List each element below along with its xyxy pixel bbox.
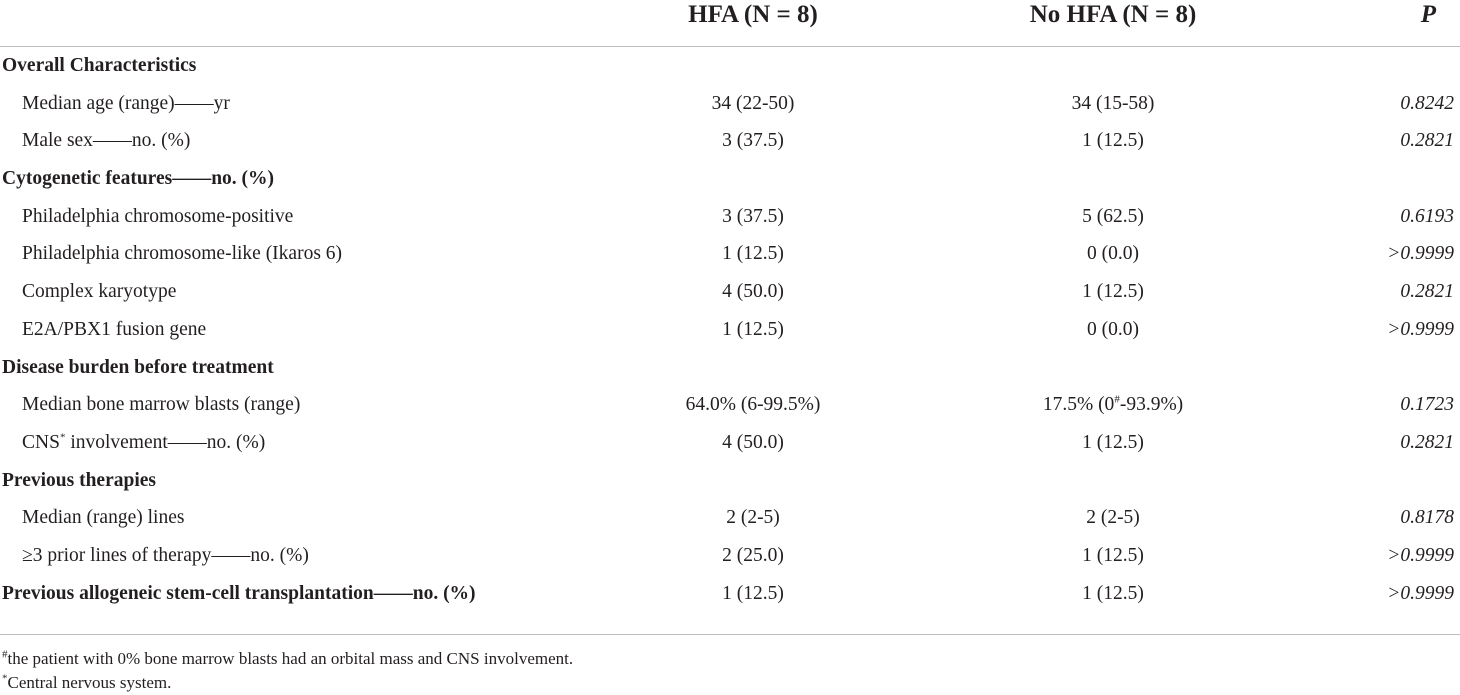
no-hfa-value: 1 (12.5) [1082, 544, 1144, 566]
footnote-mark-asterisk: * [2, 672, 8, 685]
footnotes: #the patient with 0% bone marrow blasts … [2, 647, 573, 695]
p-value: >0.9999 [1387, 582, 1454, 604]
hfa-value: 2 (2-5) [726, 507, 780, 529]
section-row-cytogenetic: Cytogenetic features——no. (%) [0, 160, 1460, 198]
row-label-part: involvement——no. (%) [65, 431, 266, 453]
p-value: 0.6193 [1400, 205, 1454, 227]
no-hfa-value: 0 (0.0) [1087, 243, 1139, 265]
section-row-disease-burden: Disease burden before treatment [0, 349, 1460, 387]
p-value: >0.9999 [1387, 318, 1454, 340]
footnote-mark-hash: # [2, 648, 8, 661]
row-label: ≥3 prior lines of therapy——no. (%) [22, 544, 309, 566]
column-header-no-hfa: No HFA (N = 8) [1029, 1, 1197, 28]
p-value: 0.2821 [1400, 130, 1454, 152]
hfa-value: 4 (50.0) [722, 431, 784, 453]
no-hfa-value-part: -93.9%) [1119, 394, 1184, 416]
row-label-part: CNS [22, 431, 60, 453]
table-row: Median bone marrow blasts (range) 64.0% … [0, 386, 1460, 424]
hfa-value: 3 (37.5) [722, 130, 784, 152]
no-hfa-value: 0 (0.0) [1087, 318, 1139, 340]
table-row-allogeneic-transplant: Previous allogeneic stem-cell transplant… [0, 575, 1460, 613]
footnote-text: the patient with 0% bone marrow blasts h… [7, 649, 574, 668]
column-header-hfa: HFA (N = 8) [688, 1, 818, 28]
p-value: 0.8178 [1400, 507, 1454, 529]
footnote-text: Central nervous system. [7, 673, 172, 692]
footnote-mark-asterisk: * [59, 431, 66, 444]
no-hfa-value: 1 (12.5) [1082, 582, 1144, 604]
table-row: Median age (range)——yr 34 (22-50) 34 (15… [0, 85, 1460, 123]
table-row: ≥3 prior lines of therapy——no. (%) 2 (25… [0, 537, 1460, 575]
table-row: Philadelphia chromosome-like (Ikaros 6) … [0, 235, 1460, 273]
p-value: 0.2821 [1400, 431, 1454, 453]
table-header: HFA (N = 8) No HFA (N = 8) P [0, 0, 1460, 47]
hfa-value: 2 (25.0) [722, 544, 784, 566]
table-row: Male sex——no. (%) 3 (37.5) 1 (12.5) 0.28… [0, 122, 1460, 160]
hfa-value: 34 (22-50) [711, 92, 795, 114]
p-value: 0.8242 [1400, 92, 1454, 114]
table-row: Complex karyotype 4 (50.0) 1 (12.5) 0.28… [0, 273, 1460, 311]
table-row: E2A/PBX1 fusion gene 1 (12.5) 0 (0.0) >0… [0, 311, 1460, 349]
hfa-value: 1 (12.5) [722, 243, 784, 265]
hfa-value: 3 (37.5) [722, 205, 784, 227]
hfa-value: 1 (12.5) [722, 582, 784, 604]
row-label: Previous therapies [2, 469, 157, 491]
row-label: Median (range) lines [22, 507, 185, 529]
table-row: Philadelphia chromosome-positive 3 (37.5… [0, 198, 1460, 236]
footnote-mark-hash: # [1114, 393, 1120, 406]
row-label: Philadelphia chromosome-positive [22, 205, 294, 227]
hfa-value: 64.0% (6-99.5%) [685, 394, 821, 416]
column-header-p: P [1420, 1, 1436, 28]
hfa-value: 4 (50.0) [722, 281, 784, 303]
section-row-overall: Overall Characteristics [0, 47, 1460, 85]
no-hfa-value: 1 (12.5) [1082, 281, 1144, 303]
p-value: 0.2821 [1400, 281, 1454, 303]
no-hfa-value: 2 (2-5) [1086, 507, 1140, 529]
row-label: E2A/PBX1 fusion gene [22, 318, 207, 340]
no-hfa-value: 5 (62.5) [1082, 205, 1144, 227]
row-label: Median age (range)——yr [22, 92, 230, 114]
row-label: Disease burden before treatment [2, 356, 274, 378]
row-label: Philadelphia chromosome-like (Ikaros 6) [22, 243, 343, 265]
footnote-asterisk: *Central nervous system. [2, 671, 573, 695]
p-value: 0.1723 [1400, 394, 1454, 416]
characteristics-table: HFA (N = 8) No HFA (N = 8) P Overall Cha… [0, 0, 1460, 613]
row-label: Overall Characteristics [2, 55, 197, 76]
p-value: >0.9999 [1387, 544, 1454, 566]
row-label: Previous allogeneic stem-cell transplant… [2, 582, 476, 604]
table-row: Median (range) lines 2 (2-5) 2 (2-5) 0.8… [0, 499, 1460, 537]
row-label: Median bone marrow blasts (range) [22, 394, 301, 416]
no-hfa-value: 1 (12.5) [1082, 130, 1144, 152]
no-hfa-value: 17.5% (0#-93.9%) [1043, 386, 1183, 424]
row-label: Male sex——no. (%) [22, 130, 191, 152]
row-label: Complex karyotype [22, 281, 177, 303]
row-label: Cytogenetic features——no. (%) [2, 168, 275, 190]
p-value: >0.9999 [1387, 243, 1454, 265]
no-hfa-value: 1 (12.5) [1082, 431, 1144, 453]
row-label: CNS* involvement——no. (%) [22, 424, 265, 462]
table-bottom-rule [0, 634, 1460, 635]
hfa-value: 1 (12.5) [722, 318, 784, 340]
section-row-previous-therapies: Previous therapies [0, 462, 1460, 500]
footnote-hash: #the patient with 0% bone marrow blasts … [2, 647, 573, 671]
no-hfa-value: 34 (15-58) [1071, 92, 1155, 114]
no-hfa-value-part: 17.5% (0 [1042, 394, 1115, 416]
table-row: CNS* involvement——no. (%) 4 (50.0) 1 (12… [0, 424, 1460, 462]
